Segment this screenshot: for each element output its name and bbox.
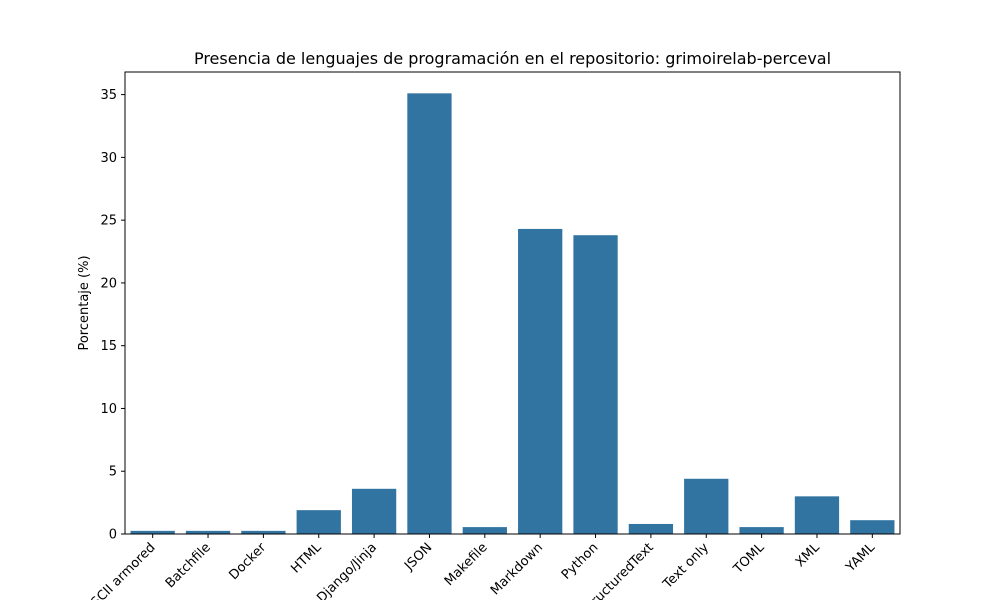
bar-batchfile bbox=[185, 530, 231, 534]
x-tick-label: TOML bbox=[730, 540, 768, 578]
bar-text-only bbox=[684, 478, 729, 534]
y-tick-label: 25 bbox=[100, 214, 117, 229]
x-tick-label: Django/Jinja bbox=[314, 540, 380, 600]
y-tick-label: 20 bbox=[100, 276, 117, 291]
bar-html bbox=[296, 510, 341, 534]
y-tick-label: 5 bbox=[109, 465, 117, 480]
bar-restructuredtext bbox=[628, 523, 674, 534]
x-tick-label: Markdown bbox=[488, 540, 546, 598]
y-tick-label: 10 bbox=[100, 402, 117, 417]
x-tick-label: Python bbox=[559, 540, 601, 582]
y-tick-label: 35 bbox=[100, 88, 117, 103]
plot-frame bbox=[124, 71, 901, 535]
y-axis-label: Porcentaje (%) bbox=[77, 255, 92, 350]
bar-toml bbox=[739, 527, 784, 534]
y-tick-label: 30 bbox=[100, 151, 117, 166]
bar-python bbox=[573, 235, 618, 534]
x-axis: ASCII armored Batchfile Docker HTMLDjango/J… bbox=[82, 534, 879, 600]
bar-json bbox=[407, 93, 452, 534]
chart-title: Presencia de lenguajes de programación e… bbox=[194, 49, 831, 68]
x-tick-label: JSON bbox=[401, 540, 435, 574]
x-tick-label: Docker bbox=[226, 540, 269, 583]
bar-yaml bbox=[850, 520, 895, 534]
x-tick-label: ASCII armored bbox=[82, 540, 158, 600]
y-tick-label: 15 bbox=[100, 339, 117, 354]
x-tick-label: YAML bbox=[843, 540, 879, 576]
y-axis: 0 5 10 15 20 25 30 35 bbox=[100, 88, 125, 543]
x-tick-label: HTML bbox=[288, 540, 325, 577]
x-tick-label: Batchfile bbox=[163, 540, 214, 591]
y-tick-label: 0 bbox=[109, 528, 117, 543]
x-tick-label: XML bbox=[793, 540, 823, 570]
bars-group bbox=[130, 93, 895, 534]
x-tick-label: Makefile bbox=[442, 540, 491, 589]
bar-django-jinja bbox=[351, 488, 397, 534]
bar-docker bbox=[241, 530, 286, 534]
bar-makefile bbox=[462, 527, 507, 534]
bar-ascii-armored bbox=[130, 530, 175, 534]
bar-markdown bbox=[518, 228, 563, 534]
x-tick-label: Text only bbox=[660, 540, 712, 592]
bar-xml bbox=[794, 496, 840, 534]
